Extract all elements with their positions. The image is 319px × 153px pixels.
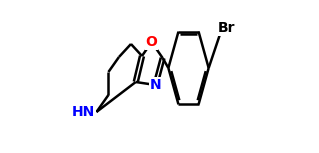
Text: HN: HN xyxy=(72,105,95,119)
Text: N: N xyxy=(150,78,161,92)
Text: Br: Br xyxy=(217,21,235,35)
Text: O: O xyxy=(146,35,158,49)
